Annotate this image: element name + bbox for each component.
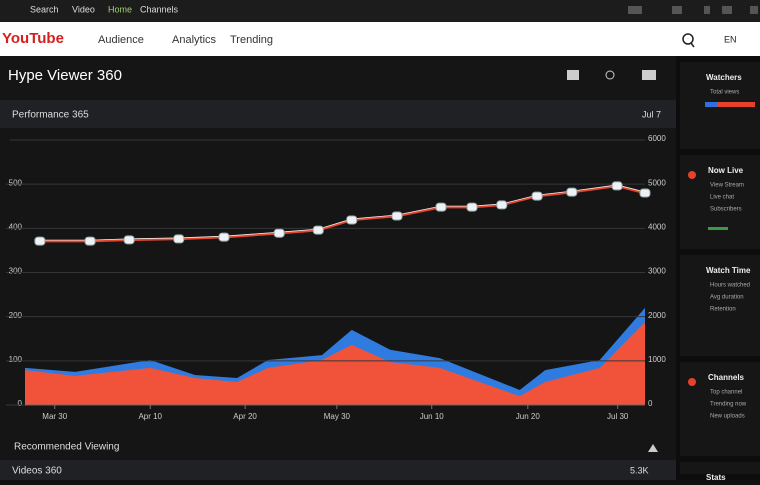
status-dot [688,378,696,386]
point [346,215,358,225]
point [218,232,230,242]
x-tick-label: Jun 20 [516,412,541,421]
card-line: Live chat [710,195,734,201]
y-tick-label: 400 [9,222,23,231]
top-link[interactable]: Search [30,4,59,14]
sidebar-card [680,155,760,249]
y-tick-label: 200 [9,311,23,320]
icon[interactable] [704,6,710,14]
date: Jul 7 [642,109,661,119]
logo[interactable]: YouTube [2,30,64,47]
search-icon [690,42,695,48]
row-title: Videos 360 [12,466,62,477]
point [173,234,185,244]
y-tick-label: 2000 [648,311,666,320]
card-line: New uploads [710,414,745,420]
point [312,225,324,235]
card-title: Stats [706,473,726,480]
icon[interactable] [672,6,682,14]
section-title: Recommended Viewing [14,442,119,453]
y-tick-label: 3000 [648,267,666,276]
top-link[interactable]: Home [108,4,132,14]
card-line: Retention [710,307,736,313]
x-tick-label: May 30 [324,412,351,421]
panel-title: Hype Viewer 360 [8,67,122,84]
card-line: View Stream [710,183,744,189]
nav-tab[interactable]: Analytics [172,34,217,46]
point [531,191,543,201]
y-tick-label: 0 [648,399,653,408]
point [566,187,578,197]
point [611,181,623,191]
icon[interactable] [628,6,642,14]
card-title: Watch Time [706,266,751,275]
nav-tab[interactable]: Audience [98,34,144,46]
progress-bar [705,102,717,107]
card-title: Channels [708,373,745,382]
sidebar-card [680,462,760,474]
point [123,235,135,245]
card-title: Watchers [706,73,742,82]
nav-tab[interactable]: Trending [230,34,273,46]
card-line: Hours watched [710,283,750,289]
icon[interactable] [648,444,658,452]
point [391,211,403,221]
y-tick-label: 0 [18,399,23,408]
icon[interactable] [567,70,579,80]
top-link[interactable]: Channels [140,4,179,14]
search-icon[interactable] [682,33,694,45]
sidebar-card [680,255,760,356]
panel-subtitle: Performance 365 [12,110,89,121]
y-tick-label: 300 [9,267,23,276]
y-tick-label: 5000 [648,178,666,187]
icon[interactable] [642,70,656,80]
x-tick-label: Apr 20 [233,412,257,421]
top-bar [0,0,760,22]
card-line: Trending now [710,402,747,408]
area [25,321,645,405]
y-tick-label: 1000 [648,355,666,364]
progress-bar [705,102,755,107]
y-tick-label: 500 [9,178,23,187]
lang[interactable]: EN [724,34,737,44]
footer-row [0,460,676,480]
sidebar-card [680,362,760,456]
x-tick-label: Mar 30 [42,412,67,421]
top-link[interactable]: Video [72,4,95,14]
sub-header [0,100,676,128]
card-line: Top channel [710,390,742,396]
point [466,202,478,212]
card-title: Now Live [708,166,744,175]
icon[interactable] [605,70,615,80]
point [435,202,447,212]
y-tick-label: 4000 [648,222,666,231]
y-tick-label: 6000 [648,134,666,143]
card-line: Subscribers [710,207,742,213]
icon[interactable] [722,6,732,14]
point [273,228,285,238]
point [84,236,96,246]
point [34,236,46,246]
card-line: Avg duration [710,295,744,301]
progress-bar [708,227,728,230]
nav-bar [0,22,760,56]
x-tick-label: Jun 10 [420,412,445,421]
point [639,188,651,198]
row-count: 5.3K [630,465,649,475]
line-highlight [39,184,646,241]
y-tick-label: 100 [9,355,23,364]
status-dot [688,171,696,179]
line [39,184,646,243]
x-tick-label: Apr 10 [138,412,162,421]
card-line: Total views [710,90,739,96]
point [496,200,508,210]
icon[interactable] [750,6,758,14]
x-tick-label: Jul 30 [607,412,629,421]
